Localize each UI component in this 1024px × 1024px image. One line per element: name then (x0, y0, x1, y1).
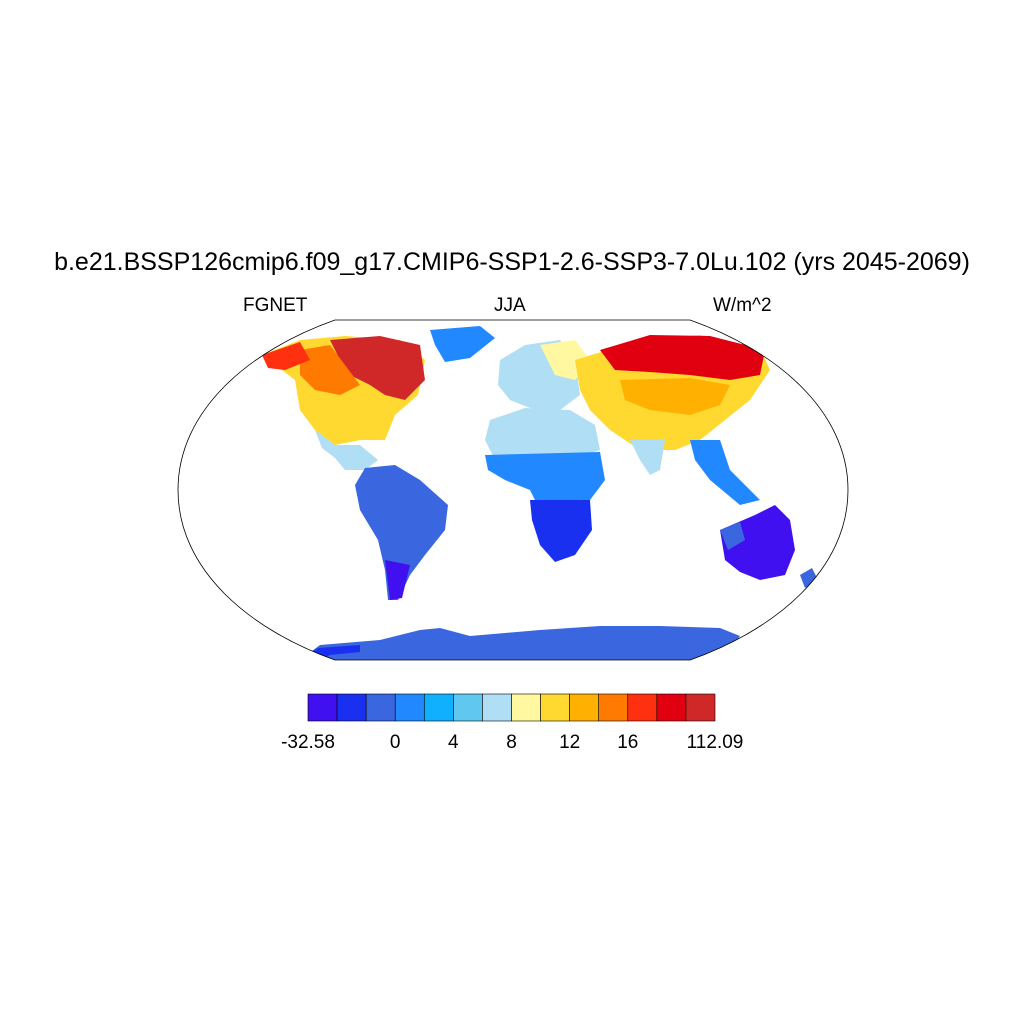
colorbar-swatch (569, 693, 600, 722)
colorbar-tick-label: 16 (617, 732, 639, 753)
colorbar (307, 693, 716, 722)
colorbar-tick-label: 0 (389, 732, 401, 753)
canada-warm (300, 345, 360, 395)
colorbar-swatch (540, 693, 570, 722)
colorbar-swatch (307, 693, 338, 722)
central-asia-warm (620, 378, 730, 415)
colorbar-tick-label: -32.58 (281, 732, 335, 753)
globe-outline (177, 319, 849, 661)
colorbar-swatch (598, 693, 629, 722)
colorbar-swatch (482, 693, 512, 722)
variable-label: FGNET (243, 295, 308, 316)
colorbar-swatch (685, 693, 716, 722)
colorbar-swatch (656, 693, 687, 722)
colorbar-tick-label: 4 (448, 732, 459, 753)
greenland-region (430, 326, 495, 362)
colorbar-swatch (627, 693, 658, 722)
map-title: b.e21.BSSP126cmip6.f09_g17.CMIP6-SSP1-2.… (54, 248, 970, 276)
colorbar-swatch (511, 693, 541, 722)
land-field (262, 326, 818, 660)
colorbar-swatch (365, 693, 396, 722)
india-region (630, 440, 665, 475)
siberia-hotspot (600, 335, 765, 380)
new-zealand-region (800, 568, 818, 588)
africa-north-region (485, 408, 600, 460)
alaska-region (262, 342, 310, 370)
colorbar-swatch (453, 693, 483, 722)
canada-hotspot (330, 336, 425, 400)
units-label: W/m^2 (713, 295, 772, 316)
colorbar-swatch (336, 693, 367, 722)
patagonia-region (385, 560, 410, 600)
africa-south-region (530, 500, 592, 562)
south-america-region (355, 465, 448, 600)
australia-coast (720, 522, 745, 550)
colorbar-swatch (394, 693, 425, 722)
central-america-region (315, 430, 378, 470)
colorbar-tick-label: 8 (506, 732, 517, 753)
antarctica-region (300, 626, 740, 660)
season-label: JJA (494, 295, 526, 316)
southeast-asia-region (690, 440, 760, 505)
colorbar-swatch (423, 693, 454, 722)
colorbar-tick-label: 12 (559, 732, 581, 753)
colorbar-tick-label: 112.09 (686, 732, 744, 753)
